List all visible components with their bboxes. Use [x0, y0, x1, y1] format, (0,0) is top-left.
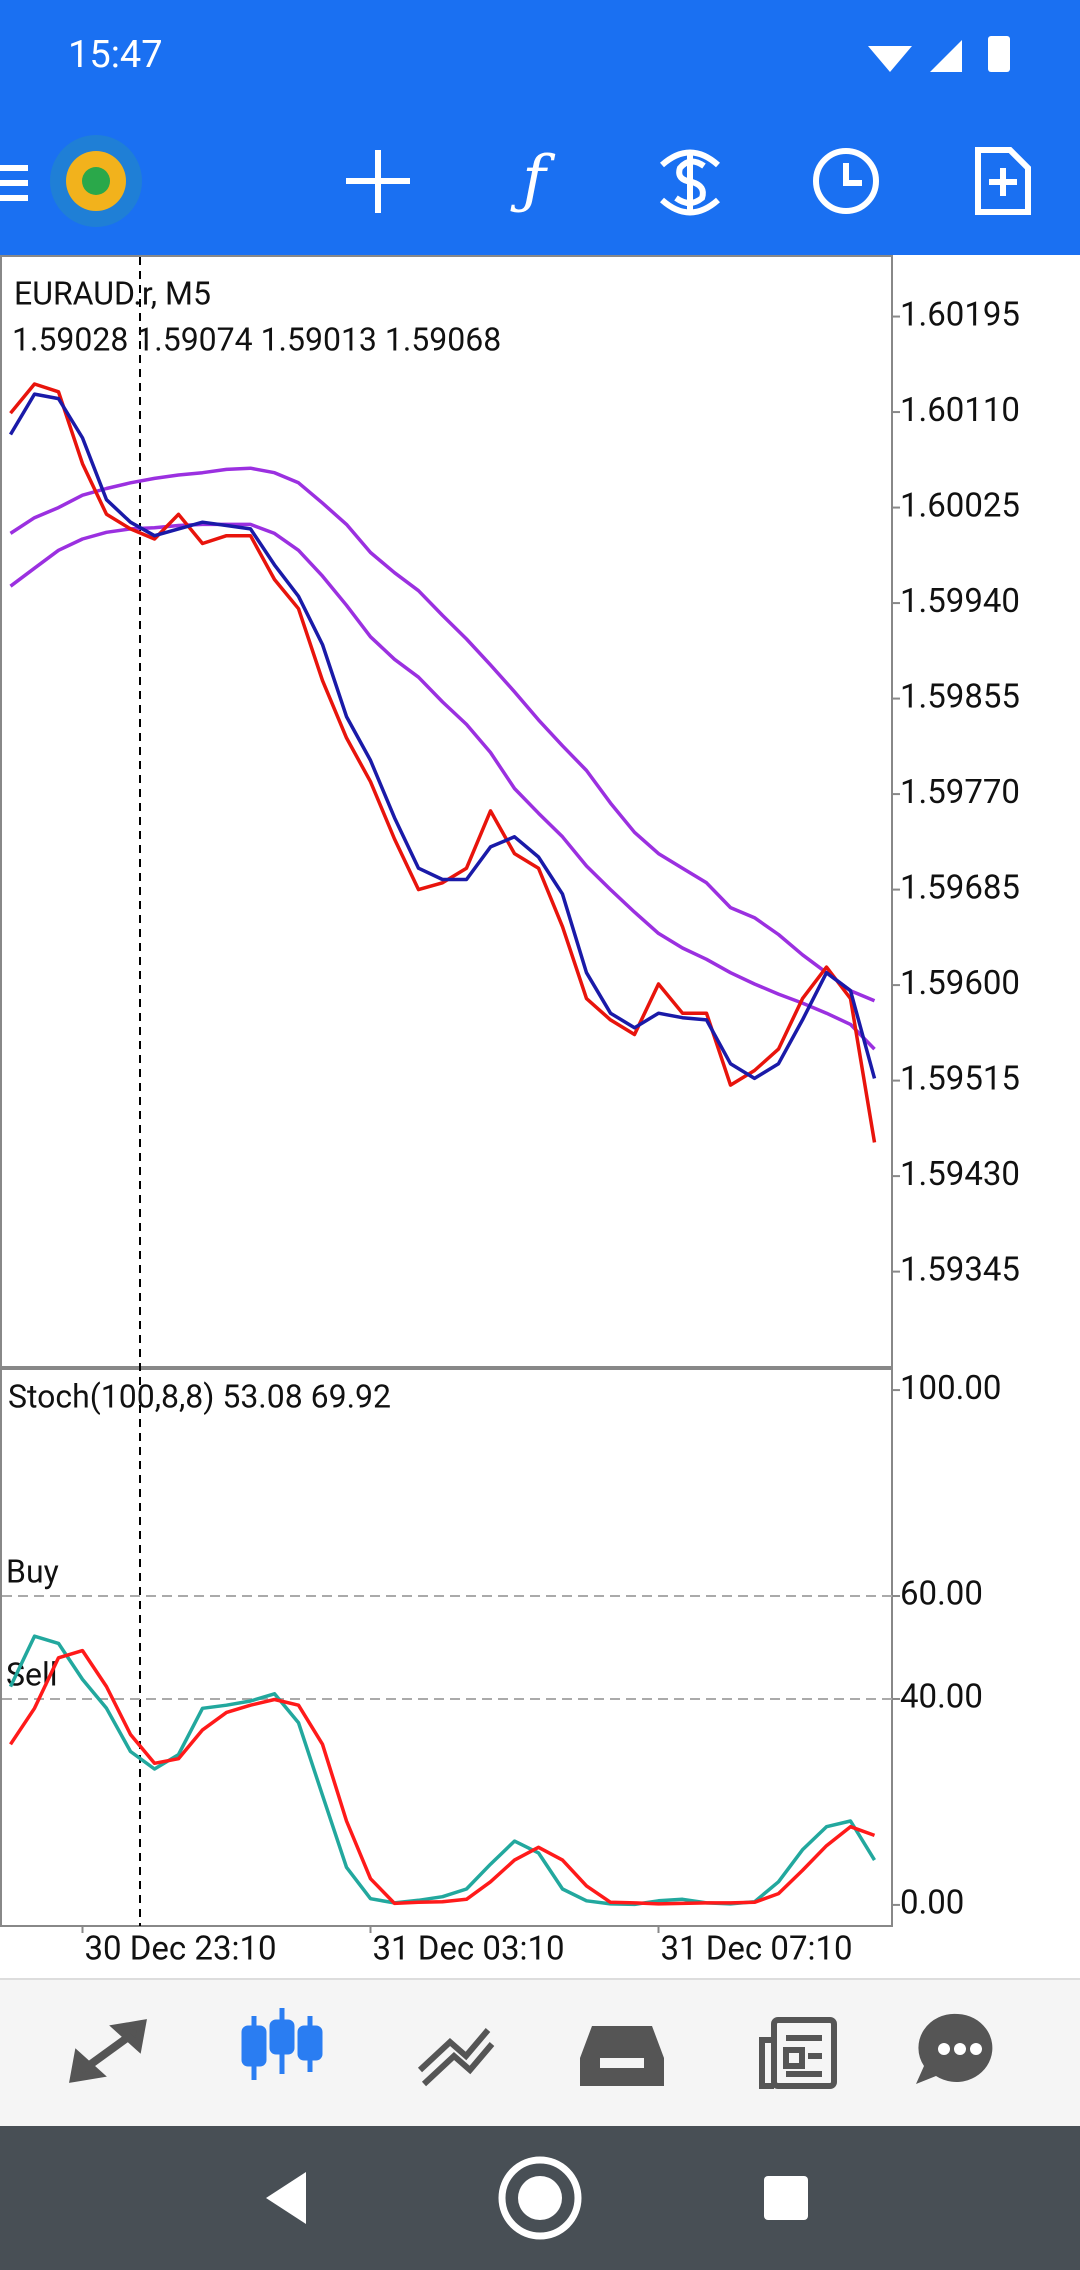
ohlc-text: 1.59028 1.59074 1.59013 1.59068 — [12, 320, 501, 358]
news-tab[interactable] — [759, 2017, 837, 2089]
status-time: 15:47 — [68, 33, 163, 77]
home-button[interactable] — [498, 2156, 582, 2240]
series-line — [9, 1648, 876, 1906]
series-line — [9, 466, 876, 1003]
symbol-title: EURAUD.r, M5 — [14, 274, 211, 312]
chart-tab[interactable] — [241, 2008, 323, 2080]
y-tick-label: 1.59515 — [900, 1059, 1020, 1098]
new-order-button[interactable] — [975, 147, 1031, 215]
y-tick-label: 1.59430 — [900, 1155, 1020, 1194]
app-logo[interactable] — [50, 135, 142, 227]
series-line — [9, 382, 877, 1143]
y-tick-label: 1.59600 — [900, 964, 1020, 1003]
trade-tab[interactable] — [417, 2028, 495, 2087]
x-tick-label: 31 Dec 03:10 — [373, 1930, 565, 1969]
stoch-pane — [0, 1368, 893, 1927]
bottom-nav — [0, 1978, 1080, 2126]
y-tick-label: 1.60110 — [900, 391, 1020, 430]
history-tab[interactable] — [580, 2026, 664, 2086]
y-tick-label: 40.00 — [900, 1678, 983, 1717]
y-tick-label: 1.59940 — [900, 582, 1020, 621]
y-tick-label: 1.59770 — [900, 773, 1020, 812]
y-tick-label: 60.00 — [900, 1575, 983, 1614]
x-tick-label: 30 Dec 23:10 — [85, 1930, 277, 1969]
menu-button[interactable] — [0, 165, 28, 201]
chat-tab[interactable] — [916, 2013, 993, 2084]
price-pane — [0, 255, 893, 1368]
stoch-title: Stoch(100,8,8) 53.08 69.92 — [8, 1377, 391, 1415]
level-label: Buy — [6, 1552, 59, 1590]
back-button[interactable] — [266, 2172, 306, 2224]
trade-button[interactable] — [660, 149, 720, 216]
crosshair-button[interactable] — [346, 150, 410, 213]
y-tick-label: 1.60025 — [900, 486, 1020, 525]
quotes-tab[interactable] — [69, 2019, 147, 2083]
status-icons — [868, 36, 1010, 72]
series-line — [8, 392, 877, 1081]
y-tick-label: 1.60195 — [900, 295, 1020, 334]
y-tick-label: 1.59685 — [900, 868, 1020, 907]
period-button[interactable] — [813, 148, 879, 214]
app-header — [0, 0, 1080, 255]
series-line — [9, 522, 876, 1051]
y-tick-label: 0.00 — [900, 1884, 964, 1923]
y-tick-label: 100.00 — [900, 1369, 1001, 1408]
y-tick-label: 1.59345 — [900, 1250, 1020, 1289]
y-tick-label: 1.59855 — [900, 677, 1020, 716]
recents-button[interactable] — [764, 2176, 808, 2220]
x-tick-label: 31 Dec 07:10 — [661, 1930, 853, 1969]
